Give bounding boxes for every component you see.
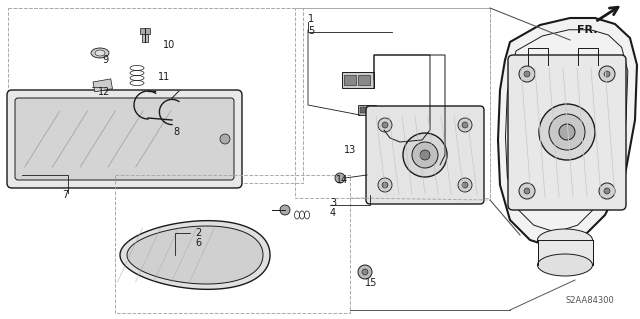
Text: 15: 15 (365, 278, 378, 288)
Text: 14: 14 (336, 175, 348, 185)
Text: 8: 8 (173, 127, 179, 137)
Bar (358, 105, 376, 115)
Bar (342, 72, 374, 88)
Circle shape (378, 118, 392, 132)
Bar (115, 175, 350, 313)
Bar (538, 240, 593, 265)
Bar (358, 75, 370, 85)
Text: 11: 11 (158, 72, 170, 82)
Circle shape (220, 134, 230, 144)
Bar (360, 107, 368, 113)
Circle shape (412, 142, 438, 168)
Circle shape (280, 205, 290, 215)
Text: 9: 9 (102, 55, 108, 65)
Circle shape (604, 71, 610, 77)
Circle shape (462, 182, 468, 188)
Circle shape (358, 265, 372, 279)
Bar (344, 75, 356, 85)
Bar (142, 34, 148, 42)
Circle shape (519, 183, 535, 199)
Circle shape (524, 71, 530, 77)
Text: 10: 10 (163, 40, 175, 50)
Ellipse shape (91, 48, 109, 58)
Circle shape (335, 173, 345, 183)
Circle shape (382, 182, 388, 188)
Bar (140, 28, 150, 34)
Ellipse shape (538, 229, 593, 251)
Ellipse shape (95, 50, 105, 56)
FancyBboxPatch shape (7, 90, 242, 188)
Text: 2: 2 (195, 228, 201, 238)
Text: 1: 1 (308, 14, 314, 24)
Bar (93, 79, 113, 92)
Ellipse shape (538, 254, 593, 276)
Circle shape (599, 66, 615, 82)
Text: FR.: FR. (577, 25, 598, 35)
Text: 13: 13 (344, 145, 356, 155)
Circle shape (524, 188, 530, 194)
Circle shape (519, 66, 535, 82)
Polygon shape (127, 226, 263, 284)
Polygon shape (498, 18, 637, 248)
Text: 6: 6 (195, 238, 201, 248)
Circle shape (378, 178, 392, 192)
Text: 5: 5 (308, 26, 314, 36)
FancyBboxPatch shape (508, 55, 626, 210)
Circle shape (458, 178, 472, 192)
Text: S2AA84300: S2AA84300 (565, 296, 614, 305)
Text: 3: 3 (330, 198, 336, 208)
Text: 4: 4 (330, 208, 336, 218)
Circle shape (382, 122, 388, 128)
Bar (295, 8, 490, 198)
Text: 7: 7 (62, 190, 68, 200)
Circle shape (403, 133, 447, 177)
Circle shape (458, 118, 472, 132)
Polygon shape (120, 221, 270, 289)
Circle shape (420, 150, 430, 160)
Circle shape (362, 269, 368, 275)
Circle shape (539, 104, 595, 160)
Bar (8, 8, 303, 183)
Circle shape (604, 188, 610, 194)
Text: 12: 12 (98, 87, 110, 97)
Circle shape (559, 124, 575, 140)
FancyBboxPatch shape (15, 98, 234, 180)
FancyBboxPatch shape (366, 106, 484, 204)
Circle shape (462, 122, 468, 128)
Circle shape (599, 183, 615, 199)
Circle shape (549, 114, 585, 150)
